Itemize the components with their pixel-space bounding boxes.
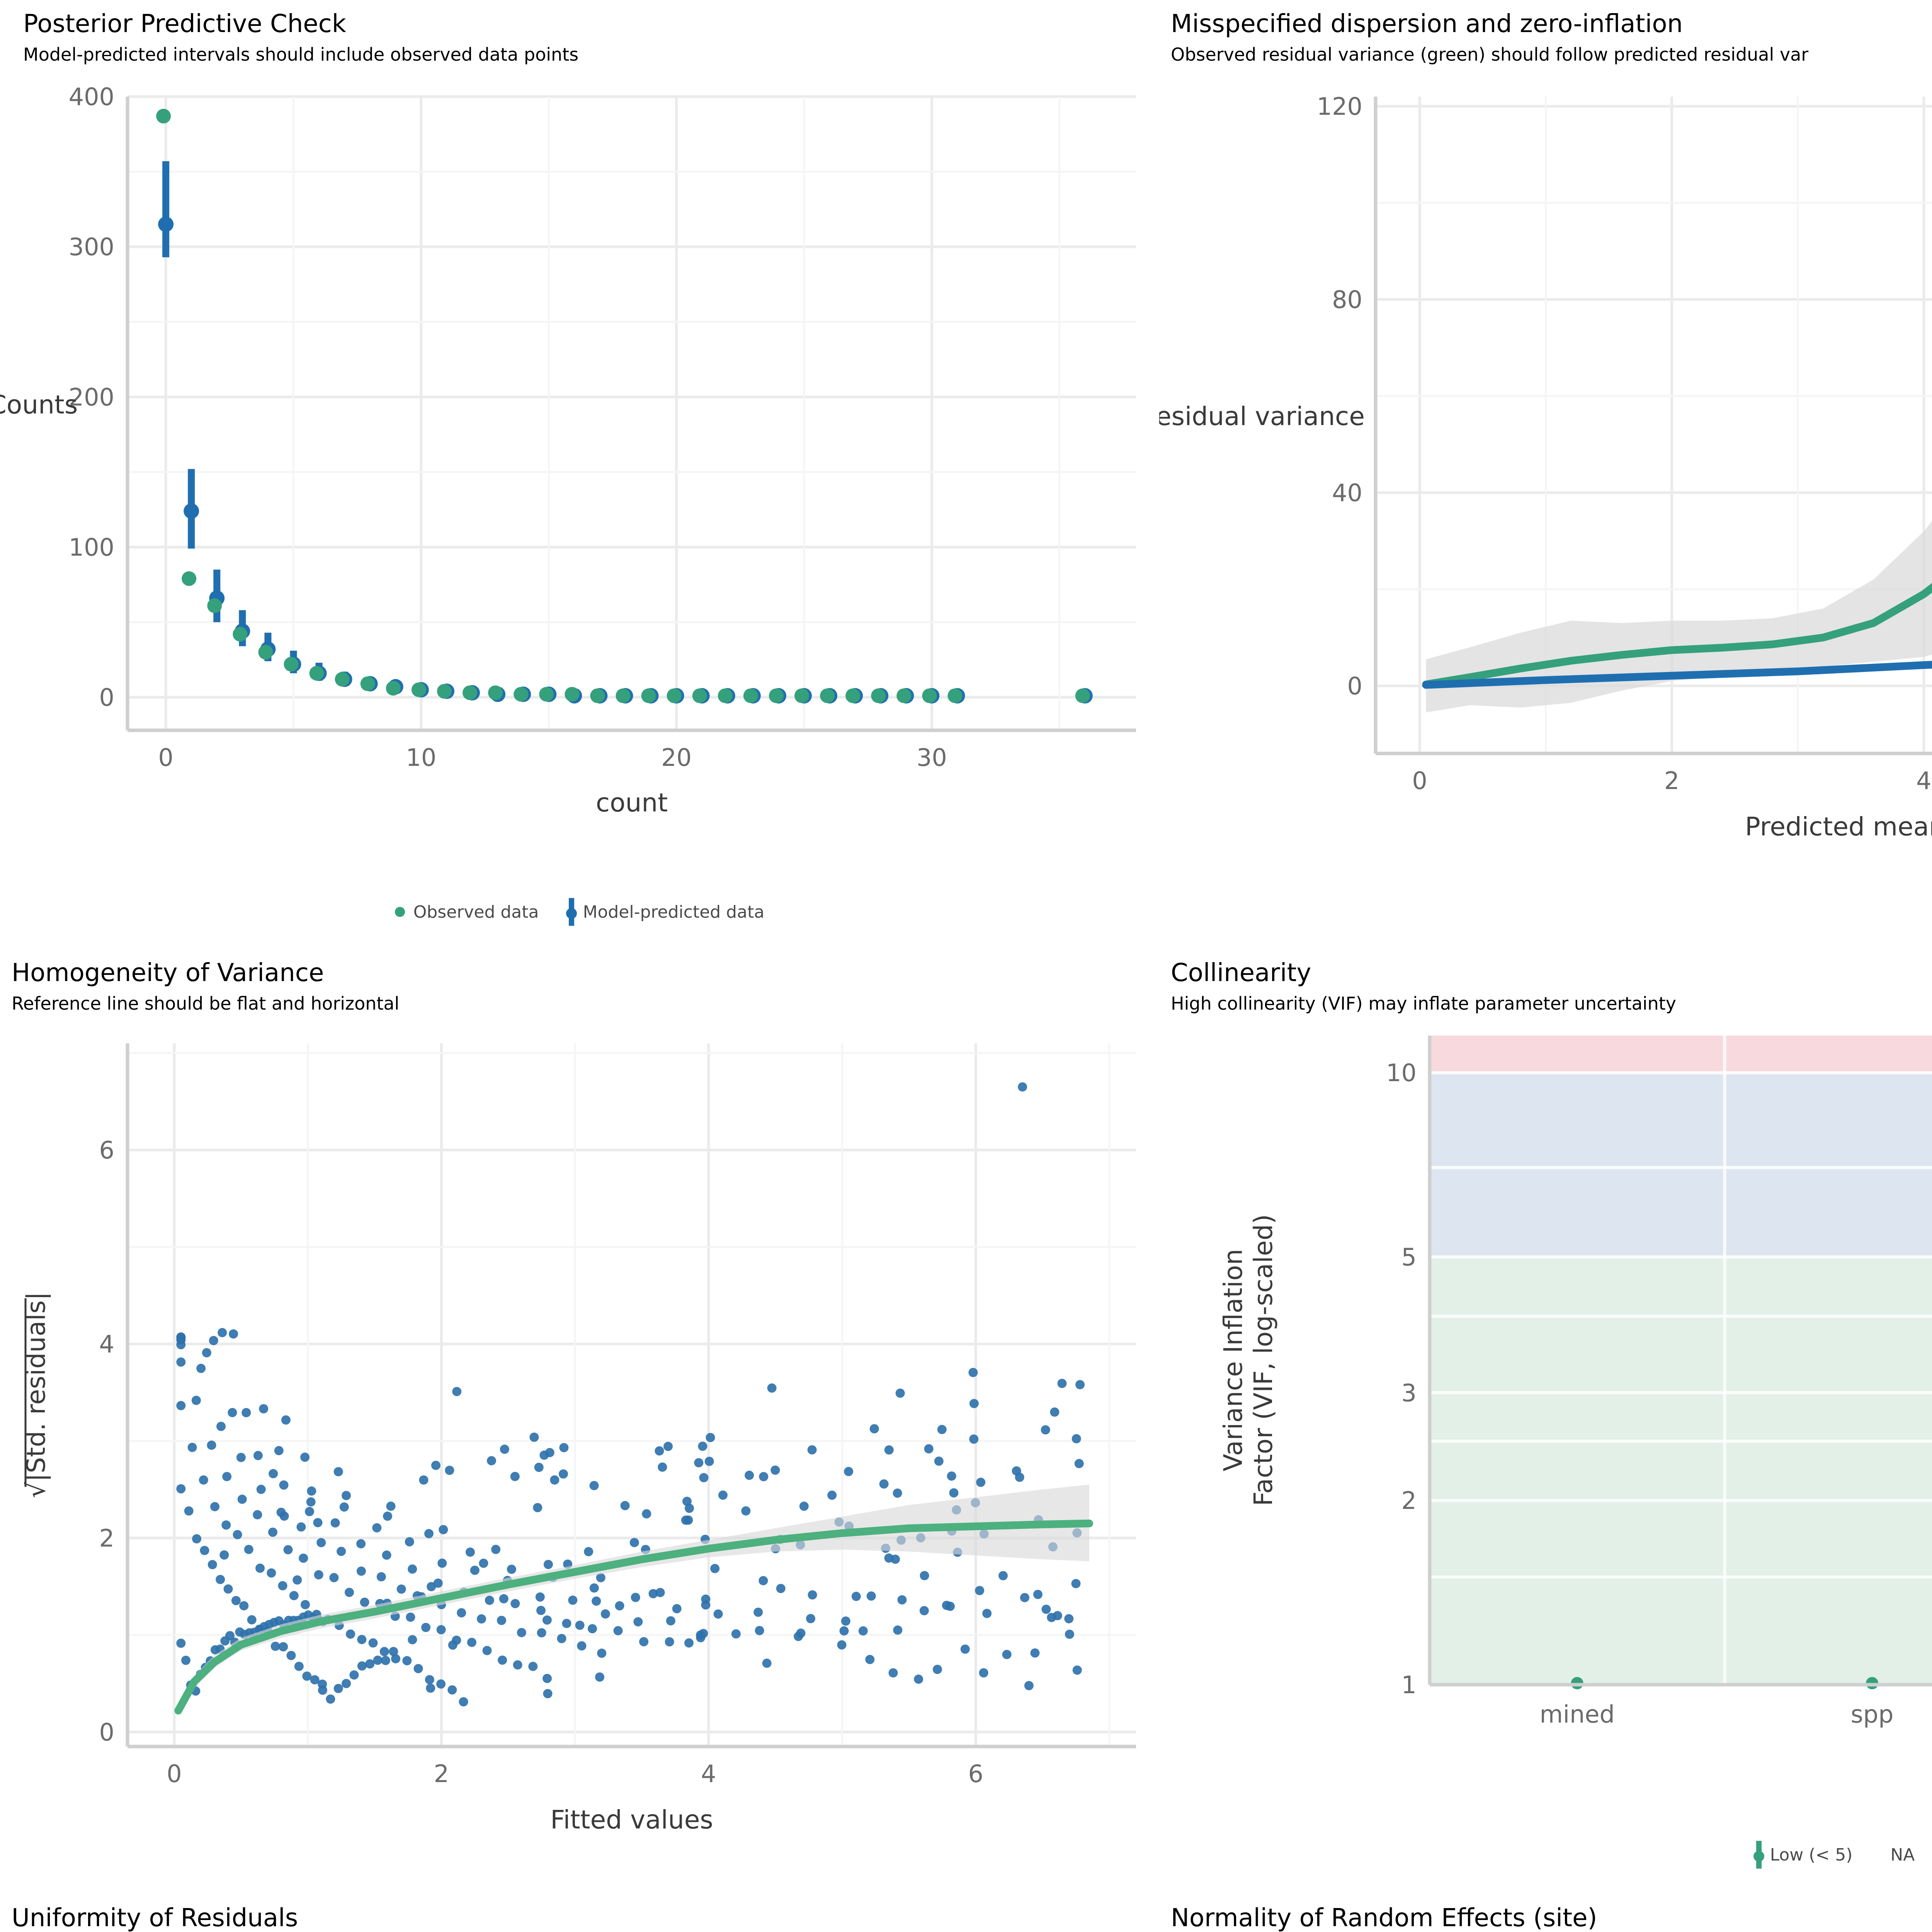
svg-text:40: 40 [1332,479,1362,507]
svg-text:2: 2 [434,1760,449,1788]
legend-item-observed[interactable]: Observed data [395,902,539,922]
svg-text:4: 4 [99,1330,114,1358]
svg-text:Residual variance: Residual variance [1159,401,1365,431]
legend-item-vif-low[interactable]: Low (< 5) [1753,1841,1853,1869]
dispersion-subtitle: Observed residual variance (green) shoul… [1171,44,1809,65]
legend-label-vif-low: Low (< 5) [1770,1845,1853,1865]
svg-text:5: 5 [1401,1243,1417,1271]
panel-normality-of-random-effects: Normality of Random Effects (site) Dots … [1159,1901,1932,1932]
svg-text:300: 300 [69,233,114,261]
collinearity-subtitle: High collinearity (VIF) may inflate para… [1171,993,1676,1014]
collinearity-title: Collinearity [1171,959,1311,987]
svg-text:0: 0 [1412,767,1427,795]
ppc-legend: Observed data Model-predicted data [232,889,927,935]
legend-item-vif-na[interactable]: NA [1890,1845,1915,1865]
svg-text:2: 2 [99,1524,114,1552]
svg-text:mined: mined [1539,1700,1614,1728]
collinearity-legend: Low (< 5) NA [1507,1832,1932,1878]
svg-text:Factor (VIF, log-scaled): Factor (VIF, log-scaled) [1248,1214,1278,1506]
svg-text:6: 6 [968,1760,983,1788]
svg-text:0: 0 [167,1760,182,1788]
panel-collinearity: Collinearity High collinearity (VIF) may… [1159,951,1932,1901]
legend-label-observed: Observed data [413,902,539,922]
normality-re-title: Normality of Random Effects (site) [1171,1904,1597,1932]
dispersion-title: Misspecified dispersion and zero-inflati… [1171,10,1683,38]
svg-text:spp: spp [1850,1700,1893,1728]
svg-text:0: 0 [1347,672,1362,700]
svg-text:3: 3 [1401,1379,1417,1407]
svg-text:Variance Inflation: Variance Inflation [1218,1249,1248,1471]
observed-dot-icon [395,907,405,917]
svg-text:0: 0 [99,1718,114,1746]
svg-text:4: 4 [701,1760,716,1788]
homogeneity-title: Homogeneity of Variance [12,959,324,987]
panel-posterior-predictive-check: Posterior Predictive Check Model-predict… [0,0,1159,951]
svg-text:400: 400 [69,83,114,111]
uniformity-title: Uniformity of Residuals [12,1904,298,1932]
svg-text:0: 0 [158,743,173,772]
svg-text:2: 2 [1401,1486,1417,1515]
svg-text:Counts: Counts [0,390,78,420]
vif-low-errorbar-icon [1753,1841,1764,1869]
svg-text:80: 80 [1332,286,1362,314]
ppc-subtitle: Model-predicted intervals should include… [23,44,579,65]
svg-text:10: 10 [1386,1059,1417,1087]
legend-label-vif-na: NA [1890,1845,1915,1865]
svg-text:30: 30 [917,743,947,772]
svg-text:0: 0 [99,684,114,712]
ppc-plot: 0 100 200 300 400 0 10 20 30 count Counts [0,83,1136,818]
svg-text:200: 200 [69,383,114,411]
panel-homogeneity-of-variance: Homogeneity of Variance Reference line s… [0,951,1159,1901]
panel-misspecified-dispersion: Misspecified dispersion and zero-inflati… [1159,0,1932,951]
svg-text:20: 20 [661,743,692,772]
homogeneity-subtitle: Reference line should be flat and horizo… [12,993,400,1014]
svg-text:6: 6 [99,1136,114,1164]
collinearity-plot: 123510minedsppNAVariance InflationFactor… [1218,1036,1932,1728]
svg-text:4: 4 [1916,767,1931,795]
errorbar-icon [566,898,577,926]
svg-text:Fitted values: Fitted values [550,1805,713,1835]
svg-text:2: 2 [1664,767,1679,795]
ppc-title: Posterior Predictive Check [23,10,346,38]
svg-text:100: 100 [69,533,114,561]
panel-uniformity-of-residuals: Uniformity of Residuals Dots should fall… [0,1901,1159,1932]
svg-text:10: 10 [406,743,436,772]
svg-text:Predicted mean: Predicted mean [1745,812,1932,842]
svg-text:1: 1 [1401,1671,1417,1699]
legend-label-model-predicted: Model-predicted data [583,902,765,922]
legend-item-model-predicted[interactable]: Model-predicted data [566,898,765,926]
svg-text:count: count [596,788,668,818]
svg-text:120: 120 [1317,92,1362,121]
